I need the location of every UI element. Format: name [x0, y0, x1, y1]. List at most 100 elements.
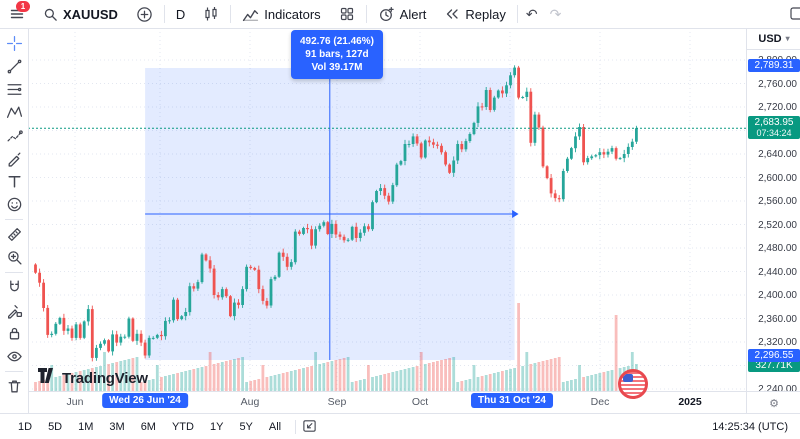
brush-icon — [8, 152, 20, 167]
measure-bars: 91 bars, 127d — [305, 49, 369, 60]
chart-style-button[interactable] — [194, 0, 228, 28]
time-tick: Oct — [411, 396, 429, 408]
gear-icon: ⚙ — [769, 397, 779, 410]
measure-date-badge: Thu 31 Oct '24 — [471, 393, 553, 408]
xabcd-pattern-icon — [6, 106, 22, 118]
alert-label: Alert — [399, 6, 427, 22]
measure-high-price-label: 2,789.31 — [748, 59, 800, 73]
forecast-tool[interactable] — [2, 124, 26, 147]
price-tick: 2,440.00 — [758, 266, 797, 278]
zoom-in-tool[interactable] — [2, 246, 26, 269]
main-menu-button[interactable]: 1 — [0, 0, 34, 28]
time-axis[interactable]: Jun Wed 26 Jun '24 Aug Sep Oct Thu 31 Oct '24… — [28, 391, 746, 414]
go-to-date-icon[interactable] — [302, 418, 317, 436]
measure-low-price-label: 2,296.55 — [748, 348, 800, 362]
forecast-icon — [6, 130, 23, 142]
zoom-in-icon — [7, 251, 22, 265]
drawing-lock-icon — [7, 305, 22, 319]
undo-button[interactable]: ↶ — [520, 0, 544, 28]
toolbar-divider — [230, 5, 232, 23]
measure-tool[interactable] — [2, 223, 26, 246]
price-tick: 2,760.00 — [758, 78, 797, 90]
last-price-label: 2,683.95 07:34:24 — [748, 116, 800, 140]
camera-icon[interactable] — [790, 5, 800, 26]
time-tick: Jun — [66, 396, 84, 408]
layout-templates-button[interactable] — [330, 0, 364, 28]
time-tick: Aug — [240, 396, 260, 408]
measure-date-badge: Wed 26 Jun '24 — [102, 393, 188, 408]
chevron-down-icon: ▾ — [785, 34, 790, 43]
chart-canvas[interactable] — [28, 28, 746, 396]
volume-value-label: 327.71K — [748, 358, 800, 372]
grid-layout-icon — [339, 6, 355, 22]
tradingview-watermark: TradingView — [38, 368, 148, 388]
range-1d[interactable]: 1D — [18, 420, 33, 433]
drawing-lock-tool[interactable] — [2, 299, 26, 322]
session-clock[interactable]: 14:25:34 (UTC) — [712, 420, 788, 433]
brush-tool[interactable] — [2, 147, 26, 170]
hide-all-icon — [6, 351, 22, 362]
symbol-search-button[interactable]: XAUUSD — [34, 0, 127, 28]
price-tick: 2,480.00 — [758, 243, 797, 254]
range-5y[interactable]: 5Y — [239, 420, 253, 433]
axis-settings-corner[interactable]: ⚙ — [746, 391, 800, 414]
price-tick: 2,400.00 — [758, 290, 797, 301]
range-6m[interactable]: 6M — [140, 420, 156, 433]
toolbar-divider — [295, 419, 297, 434]
emoji-tool[interactable] — [2, 193, 26, 216]
economic-event-flag-icon[interactable] — [618, 369, 648, 399]
range-selector: 1D 5D 1M 3M 6M YTD 1Y 5Y All — [10, 421, 289, 433]
range-5d[interactable]: 5D — [48, 420, 63, 433]
symbol-name: XAUUSD — [63, 6, 118, 22]
currency-label: USD — [758, 32, 782, 45]
bottom-toolbar: 1D 5D 1M 3M 6M YTD 1Y 5Y All 14:25:34 (UTC) — [0, 413, 800, 439]
redo-button[interactable]: ↷ — [544, 0, 568, 28]
xabcd-pattern-tool[interactable] — [2, 101, 26, 124]
interval-label: D — [175, 6, 186, 22]
measure-volume: Vol 39.17M — [311, 62, 363, 73]
toolbar-divider — [5, 272, 23, 273]
replay-button[interactable]: Replay — [435, 0, 514, 28]
range-1y[interactable]: 1Y — [209, 420, 224, 433]
remove-all-icon — [8, 380, 20, 393]
text-icon — [7, 175, 21, 188]
add-symbol-button[interactable] — [127, 0, 162, 28]
price-tick: 2,600.00 — [758, 172, 797, 184]
candlestick-chart[interactable] — [28, 28, 746, 391]
emoji-icon — [7, 197, 21, 212]
top-toolbar: 1 XAUUSD D Indicators Alert — [0, 0, 800, 29]
time-tick: Dec — [590, 396, 610, 408]
fib-retracement-icon — [6, 84, 22, 95]
trend-line-icon — [7, 59, 21, 74]
toolbar-divider — [365, 5, 367, 23]
trend-line-tool[interactable] — [2, 55, 26, 78]
lock-all-tool[interactable] — [2, 322, 26, 345]
currency-dropdown[interactable]: USD ▾ — [747, 28, 800, 50]
range-1m[interactable]: 1M — [78, 420, 94, 433]
text-tool[interactable] — [2, 170, 26, 193]
remove-all-tool[interactable] — [2, 375, 26, 398]
range-3m[interactable]: 3M — [109, 420, 125, 433]
range-ytd[interactable]: YTD — [171, 420, 194, 433]
tradingview-logo-icon — [38, 368, 56, 388]
measure-tooltip: 492.76 (21.46%) 91 bars, 127d Vol 39.17M — [291, 30, 383, 79]
time-tick: 2025 — [678, 396, 702, 408]
price-tick: 2,560.00 — [758, 196, 797, 207]
range-all[interactable]: All — [268, 420, 282, 433]
price-axis[interactable]: USD ▾ 2,800.002,760.002,720.002,640.002,… — [746, 28, 800, 395]
fib-retracement-tool[interactable] — [2, 78, 26, 101]
magnet-tool[interactable] — [2, 276, 26, 299]
search-icon — [43, 7, 58, 22]
chart-pane[interactable]: 492.76 (21.46%) 91 bars, 127d Vol 39.17M… — [28, 28, 746, 399]
interval-button[interactable]: D — [167, 0, 194, 28]
toolbar-divider — [163, 5, 165, 23]
indicators-button[interactable]: Indicators — [233, 0, 329, 28]
alert-button[interactable]: Alert — [369, 0, 436, 28]
toolbar-divider — [516, 5, 518, 23]
crosshair-tool[interactable] — [2, 32, 26, 55]
notification-badge: 1 — [16, 1, 30, 12]
measure-icon — [7, 228, 21, 241]
hide-all-tool[interactable] — [2, 345, 26, 368]
lock-all-icon — [9, 327, 19, 340]
